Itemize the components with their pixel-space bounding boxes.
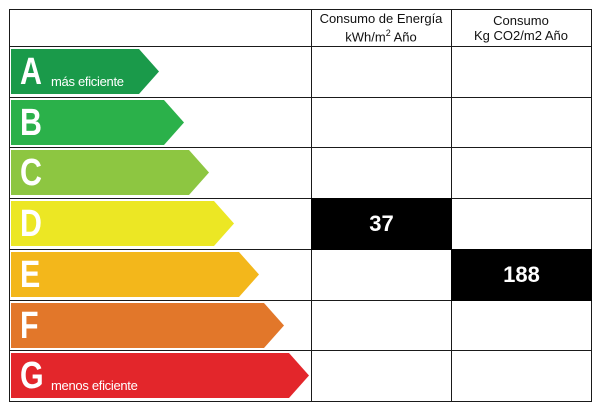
energy-unit-exponent: 2 [385,27,391,38]
energy-value-cell: 37 [311,198,452,250]
row-divider [9,97,592,98]
row-divider [9,198,592,199]
row-divider [9,147,592,148]
rating-arrow-shape [11,353,309,399]
rating-letter: G [20,355,44,398]
rating-label: más eficiente [51,74,124,89]
co2-header-line2: Kg CO2/m2 Año [474,27,568,43]
rating-arrow-d: D [11,201,234,247]
rating-arrow-fill [11,251,259,297]
header-divider [9,46,592,47]
rating-arrow-shape [11,150,209,196]
rating-arrow-shape [11,49,159,94]
row-divider [9,350,592,351]
rating-label: menos eficiente [51,378,138,394]
rating-arrow-fill [11,201,234,247]
co2-header-line1: Consumo [493,12,549,28]
co2-value-cell: 188 [451,249,592,301]
rating-arrow-shape [11,302,284,348]
energy-consumption-header: Consumo de Energía kWh/m2 Año [311,9,451,46]
rating-arrow-fill [11,150,209,196]
rating-arrow-f: F [11,302,284,348]
row-divider [9,249,592,250]
rating-letter: C [20,152,42,195]
energy-header-line2: kWh/m2 Año [345,26,417,44]
rating-letter: F [20,304,39,347]
rating-letter: A [20,51,42,93]
rating-arrow-shape [11,201,234,247]
rating-arrow-fill [11,49,159,94]
table-border-left [9,9,10,402]
rating-arrow-shape [11,251,259,297]
rating-arrow-b: B [11,99,184,145]
rating-arrow-fill [11,353,309,399]
rating-arrow-fill [11,302,284,348]
table-border-right [591,9,592,402]
co2-consumption-header: Consumo Kg CO2/m2 Año [451,9,591,46]
energy-unit-period: Año [390,29,417,45]
rating-arrow-c: C [11,150,209,196]
table-border-top [9,9,592,10]
table-border-bottom [9,401,592,402]
rating-arrow-e: E [11,251,259,297]
energy-header-line1: Consumo de Energía [319,10,443,26]
rating-arrow-fill [11,99,184,145]
rating-arrow-shape [11,99,184,145]
rating-letter: B [20,101,42,144]
rating-letter: E [20,253,41,296]
energy-unit: kWh/m [345,29,386,45]
row-divider [9,300,592,301]
rating-letter: D [20,203,42,246]
